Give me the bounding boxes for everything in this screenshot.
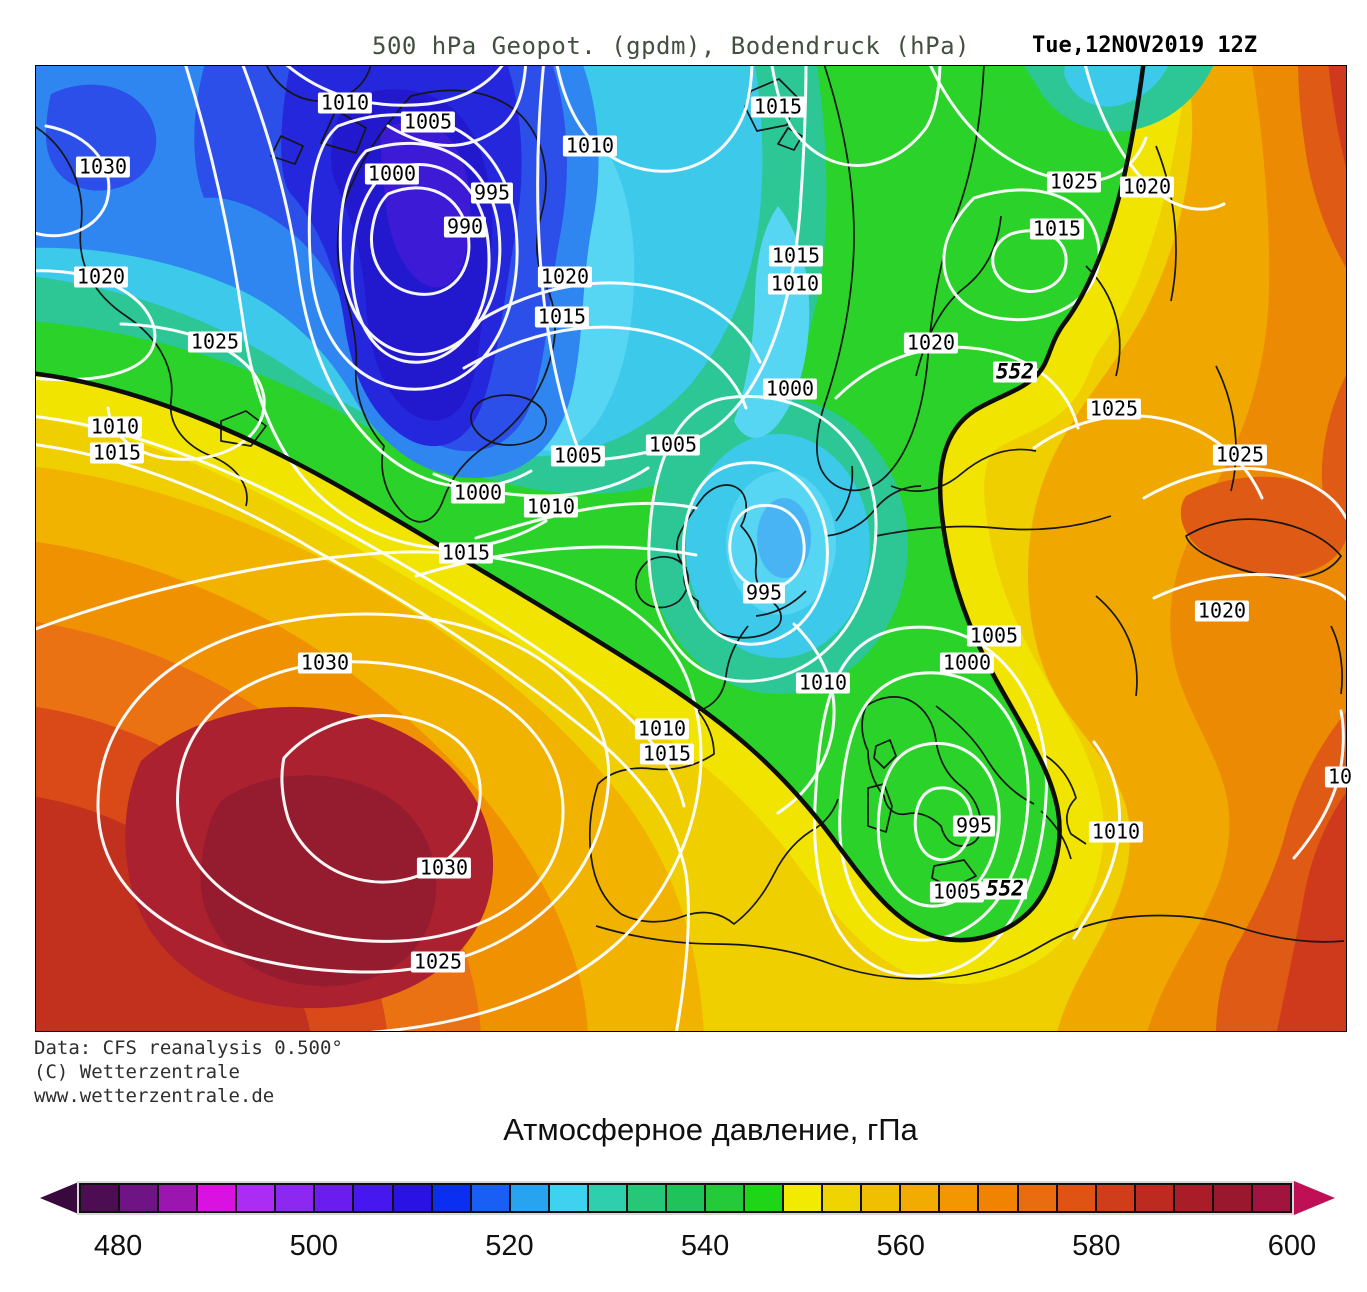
colorbar-ticks: 480 500 520 540 560 580 600 — [0, 1230, 1367, 1270]
colorbar-segment — [81, 1185, 121, 1211]
attribution: Data: CFS reanalysis 0.500° (C) Wetterze… — [34, 1036, 343, 1108]
colorbar-segment — [1174, 1185, 1214, 1211]
colorbar-tick-label: 580 — [1072, 1230, 1121, 1262]
coastlines-layer — [36, 66, 1345, 980]
colorbar-segment — [393, 1185, 433, 1211]
chart-datetime: Tue,12NOV2019 12Z — [1032, 33, 1258, 58]
colorbar-title: Атмосферное давление, гПа — [503, 1112, 918, 1147]
colorbar-segment — [549, 1185, 589, 1211]
colorbar-segment — [276, 1185, 316, 1211]
colorbar-segment — [862, 1185, 902, 1211]
isobar-contours-layer — [36, 66, 1346, 1031]
colorbar-segment — [706, 1185, 746, 1211]
colorbar-segment — [510, 1185, 550, 1211]
colorbar-segment — [159, 1185, 199, 1211]
colorbar-segment — [666, 1185, 706, 1211]
chart-title: 500 hPa Geopot. (gpdm), Bodendruck (hPa) — [372, 32, 970, 60]
colorbar-segment — [198, 1185, 238, 1211]
colorbar-segment — [237, 1185, 277, 1211]
colorbar-tick-label: 500 — [289, 1230, 338, 1262]
colorbar-tick-label: 520 — [485, 1230, 534, 1262]
colorbar-segment — [627, 1185, 667, 1211]
colorbar-tick-label: 600 — [1267, 1230, 1317, 1262]
colorbar-segment — [471, 1185, 511, 1211]
colorbar-segment — [979, 1185, 1019, 1211]
colorbar-segment — [588, 1185, 628, 1211]
colorbar-segment — [1252, 1185, 1290, 1211]
attribution-line-data: Data: CFS reanalysis 0.500° — [34, 1037, 343, 1059]
weather-map-canvas — [36, 66, 1346, 1031]
colorbar-segment — [1135, 1185, 1175, 1211]
attribution-line-url: www.wetterzentrale.de — [34, 1085, 275, 1107]
attribution-line-copyright: (C) Wetterzentrale — [34, 1061, 240, 1083]
colorbar-segment — [940, 1185, 980, 1211]
colorbar-segment — [315, 1185, 355, 1211]
colorbar-segment — [823, 1185, 863, 1211]
pressure-fill-layer — [36, 66, 1346, 1031]
colorbar-segment — [432, 1185, 472, 1211]
colorbar-right-arrow — [1294, 1181, 1335, 1215]
colorbar — [79, 1183, 1292, 1213]
colorbar-segment — [1018, 1185, 1058, 1211]
colorbar-segment — [784, 1185, 824, 1211]
colorbar-segment — [1213, 1185, 1253, 1211]
colorbar-segment — [120, 1185, 160, 1211]
colorbar-segment — [745, 1185, 785, 1211]
colorbar-tick-label: 560 — [876, 1230, 925, 1262]
weather-map — [35, 65, 1347, 1032]
colorbar-segment — [354, 1185, 394, 1211]
geopotential-552-line — [36, 66, 1146, 943]
colorbar-segment — [1057, 1185, 1097, 1211]
colorbar-tick-label: 480 — [93, 1230, 143, 1262]
colorbar-tick-label: 540 — [680, 1230, 730, 1262]
colorbar-segment — [1096, 1185, 1136, 1211]
colorbar-segment — [901, 1185, 941, 1211]
colorbar-left-arrow — [40, 1181, 81, 1215]
